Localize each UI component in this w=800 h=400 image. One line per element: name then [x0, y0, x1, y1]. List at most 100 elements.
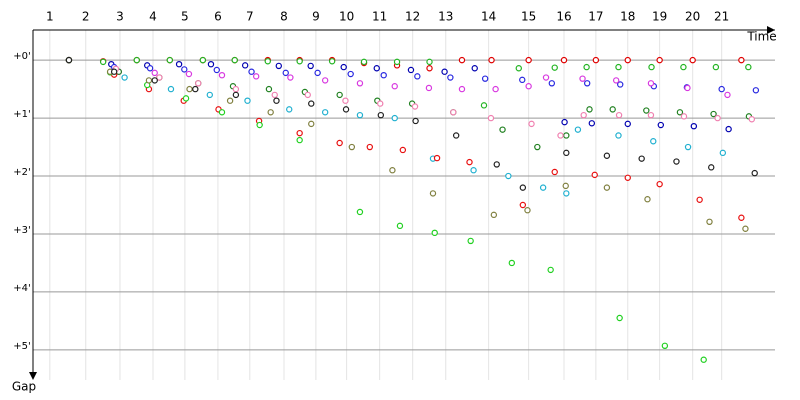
data-point	[603, 152, 611, 159]
data-point	[725, 125, 732, 133]
data-point	[574, 126, 582, 133]
data-point	[396, 222, 404, 230]
data-point	[752, 87, 760, 94]
data-point	[519, 201, 527, 209]
data-point	[579, 75, 586, 82]
x-tick-label: 4	[149, 10, 157, 24]
data-point	[524, 207, 531, 214]
data-point	[644, 196, 651, 203]
data-point	[151, 77, 158, 84]
data-point	[563, 132, 570, 139]
data-point	[525, 56, 532, 64]
data-point	[738, 56, 745, 64]
data-point	[296, 58, 303, 65]
data-point	[648, 63, 655, 71]
x-axis-arrow	[767, 26, 775, 34]
data-point	[492, 85, 499, 93]
data-point	[336, 91, 343, 99]
data-point	[412, 117, 419, 125]
data-point	[684, 143, 692, 151]
data-point	[724, 91, 731, 99]
data-point	[745, 63, 752, 71]
data-point	[399, 146, 407, 154]
data-point	[467, 237, 474, 245]
data-point	[377, 111, 385, 119]
y-tick-label: +0'	[13, 51, 31, 62]
data-point	[373, 65, 380, 72]
data-point	[356, 208, 364, 216]
x-tick-label: 19	[652, 10, 667, 24]
data-point	[583, 80, 591, 87]
data-point	[542, 74, 550, 81]
data-point	[551, 168, 558, 176]
data-point	[287, 74, 294, 81]
data-point	[487, 114, 495, 122]
x-tick-label: 2	[82, 10, 90, 24]
data-point	[232, 85, 240, 93]
x-tick-label: 16	[556, 10, 571, 24]
data-point	[186, 85, 193, 93]
data-point	[391, 83, 398, 90]
data-point	[356, 80, 364, 87]
data-point	[615, 111, 623, 119]
data-point	[643, 107, 650, 114]
data-point	[328, 58, 336, 65]
x-tick-label: 1	[46, 10, 54, 24]
data-point	[166, 56, 174, 64]
data-point	[389, 167, 396, 174]
data-point	[393, 58, 401, 66]
data-point	[425, 84, 433, 92]
data-point	[192, 85, 199, 93]
data-point	[673, 158, 680, 165]
data-point	[296, 129, 303, 137]
data-point	[360, 58, 368, 66]
data-point	[470, 167, 477, 174]
data-point	[563, 149, 570, 157]
data-point	[615, 63, 622, 71]
data-point	[515, 65, 522, 72]
data-point	[366, 143, 373, 151]
data-point	[624, 56, 631, 64]
data-point	[508, 259, 516, 267]
data-point	[617, 81, 624, 88]
x-tick-label: 17	[588, 10, 603, 24]
data-point	[199, 56, 207, 64]
data-point	[99, 58, 107, 66]
data-point	[689, 56, 696, 64]
data-point	[700, 356, 707, 363]
data-point	[490, 211, 498, 219]
data-point	[321, 109, 329, 116]
data-point	[548, 80, 556, 87]
data-point	[656, 56, 663, 64]
plot-area	[65, 56, 760, 363]
data-point	[680, 113, 688, 120]
data-point	[583, 63, 590, 71]
data-point	[676, 109, 684, 116]
y-tick-label: +1'	[13, 109, 31, 120]
data-point	[185, 70, 193, 78]
y-axis-arrow	[29, 372, 37, 380]
data-point	[206, 91, 214, 99]
data-point	[426, 58, 433, 66]
data-point	[218, 71, 226, 79]
data-point	[314, 69, 321, 77]
data-point	[708, 164, 715, 171]
data-point	[519, 76, 526, 84]
data-point	[213, 66, 220, 74]
data-point	[624, 174, 631, 181]
data-point	[377, 100, 384, 107]
data-point	[271, 91, 278, 99]
data-point	[551, 64, 558, 71]
data-point	[661, 342, 669, 350]
x-tick-label: 21	[714, 10, 729, 24]
data-point	[656, 180, 663, 188]
data-point	[680, 63, 687, 71]
data-point	[307, 62, 314, 70]
y-axis-label: Gap	[12, 380, 36, 394]
data-point	[342, 97, 349, 104]
data-point	[267, 109, 274, 116]
data-point	[710, 110, 717, 118]
data-point	[609, 106, 616, 113]
data-point	[706, 218, 713, 226]
x-tick-label: 10	[339, 10, 354, 24]
